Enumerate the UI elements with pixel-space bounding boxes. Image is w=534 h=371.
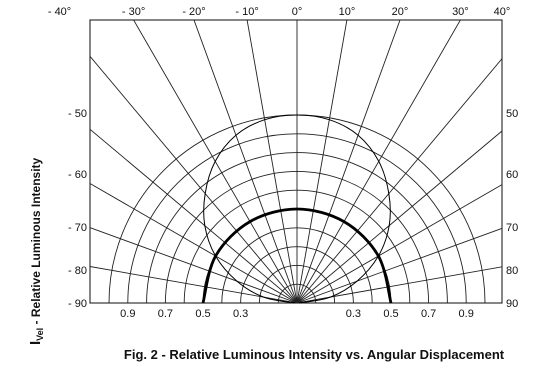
y-axis-label: IVel - Relative Luminous Intensity xyxy=(27,157,45,345)
angle-spoke xyxy=(90,266,298,303)
y-axis-label-prefix: I xyxy=(27,341,44,345)
left-angle-tick-label: - 80 xyxy=(68,265,87,277)
series-layer xyxy=(201,114,393,304)
angle-spoke xyxy=(296,20,348,303)
top-angle-tick-label: 40° xyxy=(494,6,511,18)
angle-spoke xyxy=(90,182,298,303)
right-angle-tick-label: 90 xyxy=(506,298,518,310)
bottom-radial-tick-label: 0.7 xyxy=(421,308,436,320)
angle-spoke xyxy=(133,20,298,303)
angle-spoke xyxy=(90,55,298,303)
angle-spoke xyxy=(296,184,502,303)
bottom-radial-tick-label: 0.5 xyxy=(195,308,210,320)
top-angle-tick-label: - 30° xyxy=(122,6,145,18)
angle-spoke xyxy=(296,57,502,303)
angle-spoke xyxy=(246,20,298,303)
right-angle-tick-label: 70 xyxy=(506,222,518,234)
bottom-radial-tick-label: 0.9 xyxy=(120,308,135,320)
angle-spoke xyxy=(90,227,298,303)
bottom-radial-tick-label: 0.7 xyxy=(158,308,173,320)
series-thin-curve xyxy=(203,114,391,304)
top-angle-tick-label: - 10° xyxy=(235,6,258,18)
top-angle-tick-label: 20° xyxy=(392,6,409,18)
bottom-radial-tick-label: 0.3 xyxy=(346,308,361,320)
y-axis-label-subscript: Vel xyxy=(35,328,45,341)
top-angle-tick-label: 30° xyxy=(452,6,469,18)
top-angle-tick-label: 0° xyxy=(292,6,303,18)
angle-spoke xyxy=(296,130,502,303)
top-angle-tick-label: - 40° xyxy=(48,6,71,18)
left-angle-tick-label: - 70 xyxy=(68,222,87,234)
left-angle-tick-label: - 90 xyxy=(68,298,87,310)
angle-spoke xyxy=(193,20,298,303)
plot-frame xyxy=(89,19,503,304)
right-angle-tick-label: 50 xyxy=(506,108,518,120)
top-angle-tick-label: 10° xyxy=(339,6,356,18)
angle-spoke xyxy=(296,20,401,303)
tick-labels: - 40° - 30° - 20° - 10° 0° 10° 20° 30° 40° - 50 - … xyxy=(48,6,518,320)
right-angle-tick-label: 60 xyxy=(506,169,518,181)
bottom-radial-tick-label: 0.5 xyxy=(383,308,398,320)
plot-border xyxy=(89,19,503,304)
angle-spoke xyxy=(296,227,502,303)
y-axis-label-rest: - Relative Luminous Intensity xyxy=(29,157,43,327)
left-angle-tick-label: - 50 xyxy=(68,108,87,120)
left-angle-tick-label: - 60 xyxy=(68,169,87,181)
chart-caption: Fig. 2 - Relative Luminous Intensity vs.… xyxy=(124,347,505,362)
angle-spoke xyxy=(90,128,298,303)
bottom-radial-tick-label: 0.3 xyxy=(233,308,248,320)
right-angle-tick-label: 80 xyxy=(506,265,518,277)
grid-layer xyxy=(90,20,502,303)
angle-spoke xyxy=(296,266,502,303)
angle-spoke xyxy=(296,20,461,303)
bottom-radial-tick-label: 0.9 xyxy=(459,308,474,320)
top-angle-tick-label: - 20° xyxy=(182,6,205,18)
